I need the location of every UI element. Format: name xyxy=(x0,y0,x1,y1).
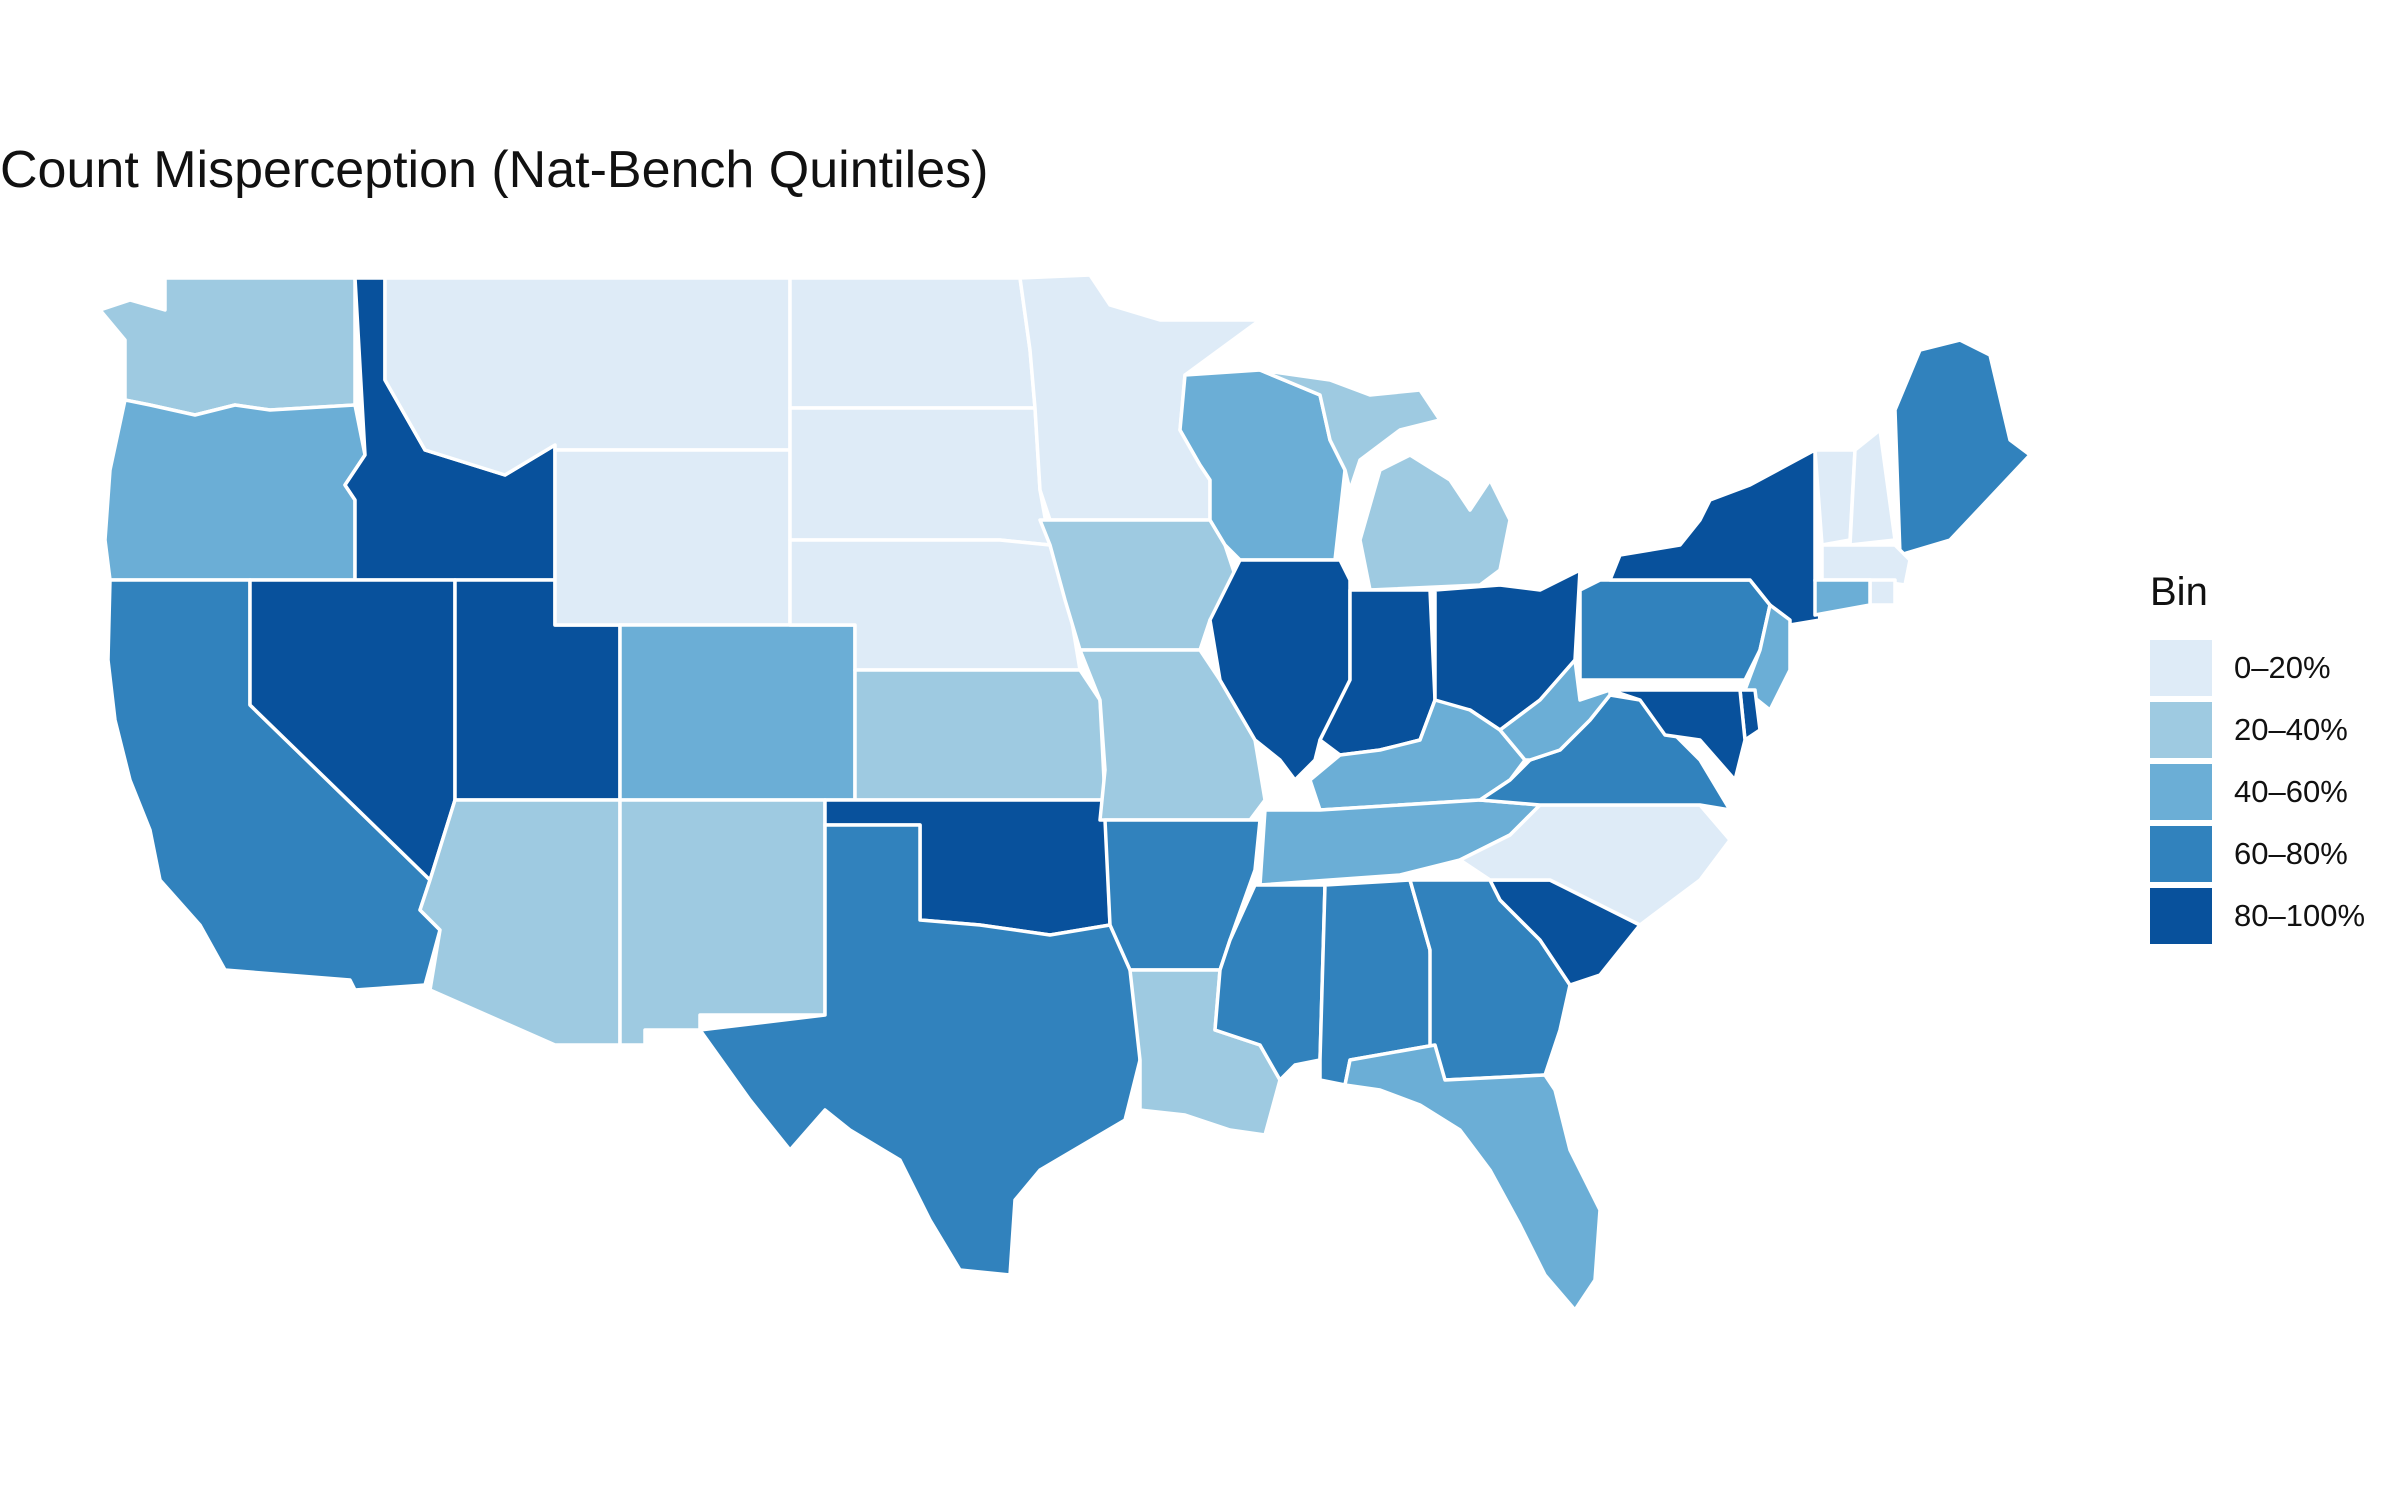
state-TX xyxy=(698,823,1142,1277)
legend-label: 20–40% xyxy=(2234,712,2348,747)
state-PA xyxy=(1578,578,1772,682)
legend-swatch xyxy=(2150,888,2212,944)
legend-item: 80–100% xyxy=(2150,885,2365,947)
map-legend: Bin 0–20% 20–40% 40–60% 60–80% 80–100% xyxy=(2150,570,2365,947)
state-RI xyxy=(1868,578,1897,607)
legend-item: 60–80% xyxy=(2150,823,2365,885)
legend-item: 20–40% xyxy=(2150,699,2365,761)
state-OR xyxy=(103,398,367,582)
legend-item: 40–60% xyxy=(2150,761,2365,823)
legend-label: 60–80% xyxy=(2234,836,2348,871)
legend-swatch xyxy=(2150,764,2212,820)
state-NJ xyxy=(1743,603,1792,712)
state-CO xyxy=(618,623,857,802)
state-IL xyxy=(1208,558,1352,782)
state-ND xyxy=(788,276,1037,410)
legend-swatch xyxy=(2150,640,2212,696)
state-WY xyxy=(553,448,792,627)
map-title: Count Misperception (Nat-Bench Quintiles… xyxy=(0,141,989,199)
state-NM xyxy=(618,798,827,1047)
state-MD xyxy=(1608,688,1747,782)
state-NH xyxy=(1848,428,1897,547)
state-NC xyxy=(1458,803,1732,927)
state-MT xyxy=(383,276,792,477)
state-CT xyxy=(1813,578,1872,617)
state-WV xyxy=(1498,658,1612,762)
state-WA xyxy=(98,276,357,417)
state-SD xyxy=(788,406,1052,547)
legend-title: Bin xyxy=(2150,570,2208,614)
legend-label: 0–20% xyxy=(2234,650,2331,685)
state-MO xyxy=(1078,648,1267,822)
state-ME xyxy=(1893,338,2032,557)
legend-item: 0–20% xyxy=(2150,637,2365,699)
legend-label: 40–60% xyxy=(2234,774,2348,809)
legend-swatch xyxy=(2150,702,2212,758)
legend-swatch xyxy=(2150,826,2212,882)
state-KS xyxy=(853,668,1107,802)
state-FL xyxy=(1343,1043,1602,1312)
state-AZ xyxy=(418,798,622,1047)
state-MI xyxy=(1258,368,1512,592)
legend-label: 80–100% xyxy=(2234,898,2366,933)
